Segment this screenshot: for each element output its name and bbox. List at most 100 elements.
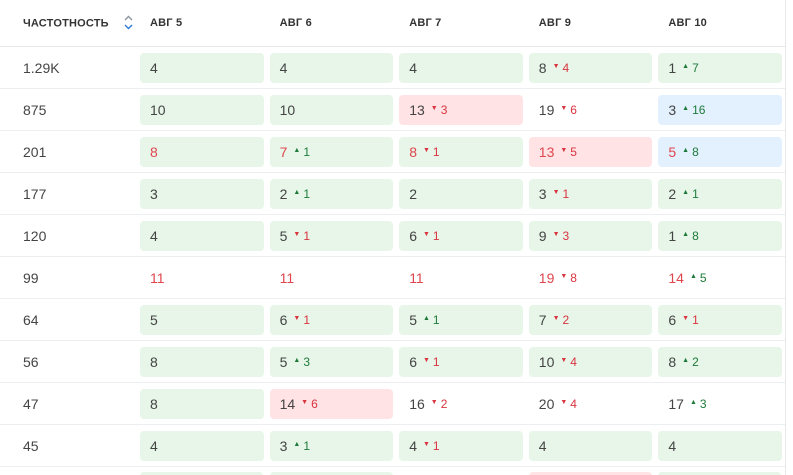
position-cell[interactable]: 2 — [399, 178, 523, 209]
position-cell[interactable]: 11 — [399, 263, 523, 293]
position-value: 4 — [409, 437, 417, 454]
position-cell[interactable]: 8 ▼ 4 — [528, 52, 653, 83]
position-cell[interactable]: 4 — [528, 430, 653, 461]
change-value: 4 — [562, 60, 570, 75]
position-cell[interactable]: 8 ▼ 1 — [399, 136, 523, 167]
frequency-column-header[interactable]: ЧАСТОТНОСТЬ — [0, 0, 137, 47]
position-value: 10 — [150, 101, 166, 118]
position-cell[interactable]: 9 ▼ 3 — [528, 220, 653, 251]
position-cell[interactable]: 4 ▼ 1 — [399, 430, 523, 461]
position-cell[interactable]: 2 ▲ 1 — [269, 178, 394, 209]
position-cell[interactable]: 7 ▲ 1 — [269, 136, 394, 167]
position-change: ▼ 1 — [423, 229, 440, 243]
position-cell[interactable]: 4 — [399, 52, 523, 83]
position-cell[interactable]: 16 ▼ 2 — [399, 389, 523, 419]
position-cell[interactable]: 3 ▲ 1 — [269, 430, 394, 461]
position-value: 2 — [279, 185, 288, 202]
position-cell[interactable]: 19 ▼ 8 — [529, 263, 653, 293]
position-cell[interactable]: 8 — [140, 388, 264, 419]
table-row[interactable]: 47 8 14 ▼ 6 16 ▼ 2 20 ▼ 4 17 ▲ 3 — [0, 383, 785, 425]
position-change: ▼ 1 — [423, 145, 440, 159]
frequency-cell: 120 — [23, 227, 47, 244]
table-row[interactable]: 1.29K 4 4 4 8 ▼ 4 1 ▲ 7 — [0, 47, 785, 89]
position-value: 4 — [150, 437, 158, 454]
position-cell[interactable]: 5 ▼ 1 — [269, 220, 394, 251]
table-row[interactable]: 99 11 11 11 19 ▼ 8 14 ▲ 5 — [0, 257, 785, 299]
position-cell[interactable]: 4 — [658, 430, 782, 461]
position-value: 7 — [538, 311, 547, 328]
position-cell[interactable]: 20 ▼ 4 — [529, 389, 653, 419]
position-cell[interactable]: 13 ▼ 5 — [528, 136, 653, 167]
table-row[interactable]: 120 4 5 ▼ 1 6 ▼ 1 9 ▼ 3 1 ▲ 8 — [0, 215, 785, 257]
position-cell[interactable]: 2 ▲ 1 — [658, 178, 782, 209]
position-cell[interactable]: 1 ▲ 7 — [658, 52, 782, 83]
position-cell[interactable]: 5 ▲ 3 — [269, 346, 394, 377]
position-value: 14 — [668, 269, 684, 286]
position-cell[interactable]: 14 ▲ 5 — [658, 263, 782, 293]
position-value: 1 — [668, 227, 677, 244]
position-cell[interactable]: 4 — [269, 52, 394, 83]
position-cell[interactable]: 3 ▼ 1 — [528, 178, 653, 209]
position-value: 8 — [668, 353, 677, 370]
position-cell[interactable]: 3 — [140, 178, 264, 209]
frequency-cell: 47 — [23, 395, 39, 412]
position-cell[interactable]: 7 ▼ 2 — [528, 304, 653, 335]
triangle-down-icon: ▼ — [422, 147, 430, 154]
position-cell[interactable]: 11 — [270, 263, 394, 293]
position-cell[interactable]: 3 ▲ 16 — [658, 94, 782, 125]
position-cell[interactable]: 10 ▼ 4 — [528, 346, 653, 377]
position-cell-wrapper: 4 — [137, 215, 267, 257]
position-value: 17 — [668, 395, 684, 412]
position-change: ▲ 1 — [293, 187, 310, 201]
table-row[interactable]: 64 5 6 ▼ 1 5 ▲ 1 7 ▼ 2 6 ▼ 1 — [0, 299, 785, 341]
position-cell[interactable]: 8 ▲ 2 — [658, 346, 782, 377]
triangle-down-icon: ▼ — [552, 189, 560, 196]
position-cell[interactable]: 4 — [140, 52, 264, 83]
position-cell[interactable]: 6 ▼ 1 — [269, 304, 394, 335]
position-cell[interactable]: 5 ▲ 1 — [399, 304, 523, 335]
date-column-header-4[interactable]: АВГ 10 — [655, 0, 785, 47]
position-cell-wrapper: 17 ▲ 3 — [655, 383, 785, 425]
position-cell[interactable]: 6 ▼ 1 — [658, 304, 782, 335]
position-cell[interactable]: 8 — [140, 346, 264, 377]
position-cell-wrapper: 8 — [137, 131, 267, 173]
frequency-cell: 64 — [23, 311, 39, 328]
position-cell[interactable]: 11 — [140, 263, 264, 293]
triangle-down-icon: ▼ — [430, 399, 438, 406]
frequency-cell: 45 — [23, 437, 39, 454]
position-cell[interactable]: 4 — [140, 430, 264, 461]
position-cell-wrapper: 13 ▼ 3 — [396, 89, 526, 131]
position-cell[interactable]: 8 — [140, 136, 264, 167]
change-value: 8 — [692, 228, 699, 243]
table-row[interactable]: 45 4 3 ▲ 1 4 ▼ 1 4 4 — [0, 425, 785, 467]
position-change: ▲ 7 — [682, 61, 699, 75]
position-cell[interactable]: 17 ▲ 3 — [658, 389, 782, 419]
date-column-header-0[interactable]: АВГ 5 — [137, 0, 267, 47]
position-change: ▲ 1 — [682, 187, 699, 201]
table-row[interactable]: 177 3 2 ▲ 1 2 3 ▼ 1 2 ▲ 1 — [0, 173, 785, 215]
position-cell[interactable]: 5 ▲ 8 — [658, 136, 782, 167]
position-value: 8 — [150, 353, 158, 370]
position-cell[interactable]: 19 ▼ 6 — [529, 95, 653, 125]
date-column-header-3[interactable]: АВГ 9 — [525, 0, 656, 47]
date-column-header-1[interactable]: АВГ 6 — [266, 0, 397, 47]
position-cell[interactable]: 6 ▼ 1 — [399, 346, 523, 377]
position-cell-wrapper: 5 — [137, 299, 267, 341]
position-cell[interactable]: 1 ▲ 8 — [658, 220, 782, 251]
position-cell[interactable]: 10 — [140, 94, 264, 125]
position-cell[interactable]: 4 — [140, 220, 264, 251]
date-column-header-2[interactable]: АВГ 7 — [396, 0, 526, 47]
position-cell[interactable]: 5 — [140, 304, 264, 335]
table-row[interactable]: 875 10 10 13 ▼ 3 19 ▼ 6 3 ▲ 16 — [0, 89, 785, 131]
table-row[interactable]: 201 8 7 ▲ 1 8 ▼ 1 13 ▼ 5 5 ▲ 8 — [0, 131, 785, 173]
position-cell-wrapper: 8 ▲ 2 — [655, 341, 785, 383]
position-cell[interactable]: 10 — [269, 94, 394, 125]
position-cell[interactable]: 6 ▼ 1 — [399, 220, 523, 251]
position-cell[interactable]: 13 ▼ 3 — [399, 94, 523, 125]
position-cell[interactable]: 14 ▼ 6 — [269, 388, 394, 419]
position-change: ▼ 1 — [293, 229, 310, 243]
partial-cell — [528, 472, 652, 475]
position-change: ▼ 4 — [560, 397, 577, 411]
table-row[interactable]: 56 8 5 ▲ 3 6 ▼ 1 10 ▼ 4 8 ▲ 2 — [0, 341, 785, 383]
sort-icon[interactable] — [124, 15, 133, 30]
